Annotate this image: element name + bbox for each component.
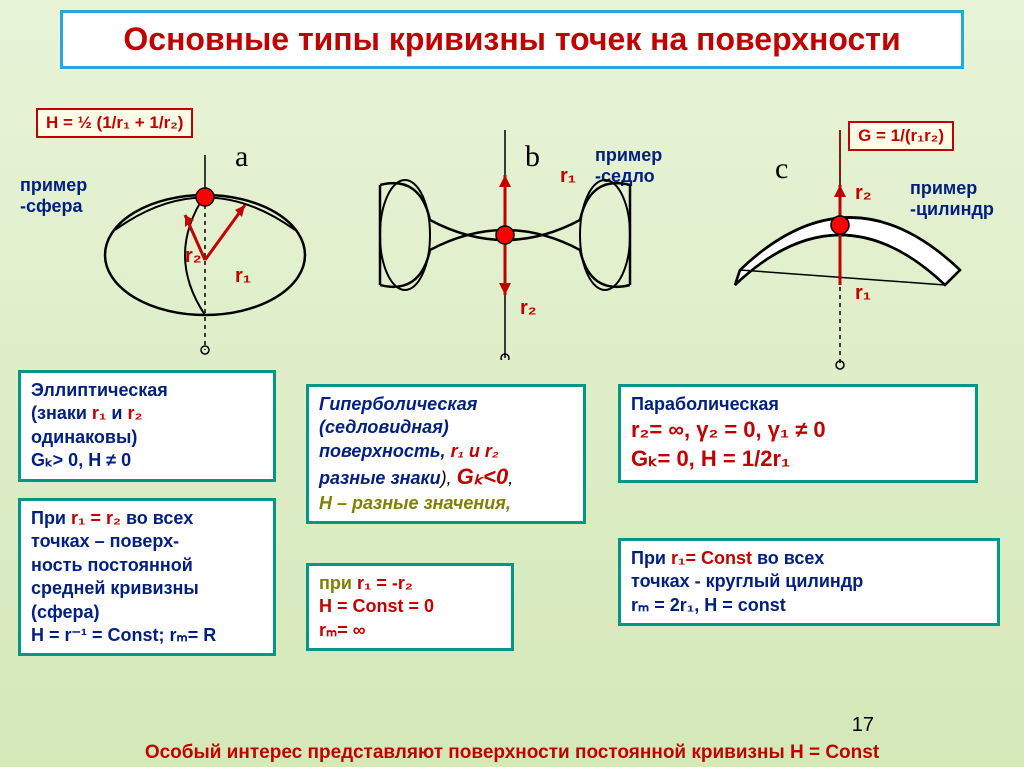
example-sphere: пример-сфера xyxy=(20,175,87,216)
r2-label-c: r₂ xyxy=(855,182,872,205)
box-hyperbolic-note: при r₁ = -r₂ H = Const = 0 rₘ= ∞ xyxy=(306,563,514,651)
r1-label-c: r₁ xyxy=(855,282,871,305)
formula-H: H = ½ (1/r₁ + 1/r₂) xyxy=(36,108,193,138)
box-elliptic: Эллиптическая (знаки r₁ и r₂ одинаковы) … xyxy=(18,370,276,482)
page-number: 17 xyxy=(852,714,874,737)
footer-text: Особый интерес представляют поверхности … xyxy=(0,742,1024,764)
r1-label-b: r₁ xyxy=(560,165,576,188)
box-parabolic: Параболическая r₂= ∞, γ₂ = 0, γ₁ ≠ 0 Gₖ=… xyxy=(618,384,978,483)
r2-label-a: r₂ xyxy=(185,245,202,268)
diagram-sphere xyxy=(90,155,320,355)
page-title: Основные типы кривизны точек на поверхно… xyxy=(83,21,941,58)
box-parabolic-note: При r₁= Const во всех точках - круглый ц… xyxy=(618,538,1000,626)
r1-label-a: r₁ xyxy=(235,265,251,288)
r2-label-b: r₂ xyxy=(520,297,537,320)
box-elliptic-note: При r₁ = r₂ во всех точках – поверх- нос… xyxy=(18,498,276,656)
title-box: Основные типы кривизны точек на поверхно… xyxy=(60,10,964,69)
diagram-cylinder xyxy=(700,130,980,370)
diagram-saddle xyxy=(360,130,650,360)
box-hyperbolic: Гиперболическая (седловидная) поверхност… xyxy=(306,384,586,524)
